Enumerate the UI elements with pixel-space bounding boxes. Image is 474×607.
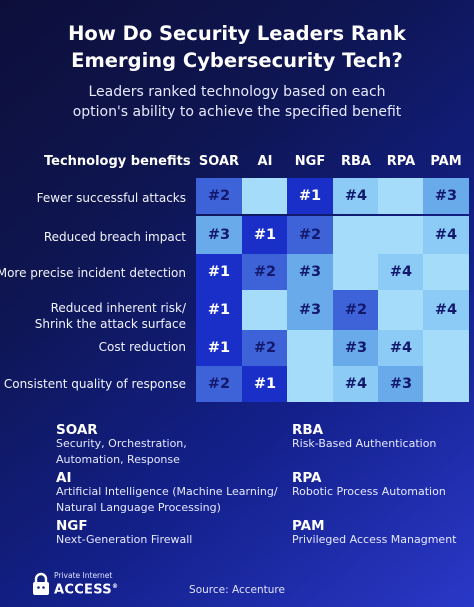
rank-cell-rba: #3 <box>333 330 379 366</box>
row-label: Fewer successful attacks <box>37 190 186 206</box>
rank-cell-ai: #1 <box>242 366 288 402</box>
source-note: Source: Accenture <box>189 584 285 596</box>
column-header-rpa: RPA <box>386 154 416 169</box>
row-label-line: More precise incident detection <box>0 266 186 280</box>
logo-small-text: Private Internet <box>54 571 113 580</box>
row-label-line: Consistent quality of response <box>3 377 186 391</box>
rank-cell-ngf: #3 <box>287 254 333 290</box>
legend-abbr-rpa: RPA <box>292 470 322 486</box>
legend-definition-pam: Privileged Access Managment <box>292 532 456 548</box>
legend-definition-line: Robotic Process Automation <box>292 485 446 498</box>
legend-abbr-soar: SOAR <box>56 422 98 438</box>
rank-cell-rpa: #4 <box>378 330 424 366</box>
row-label: Consistent quality of response <box>4 376 186 392</box>
rank-cell-pam <box>423 330 469 366</box>
rank-cell-pam: #4 <box>423 216 469 254</box>
rank-cell-ai: #2 <box>242 254 288 290</box>
rank-cell-ngf <box>287 366 333 402</box>
rank-cell-ngf <box>287 330 333 366</box>
rank-cell-rba <box>333 254 379 290</box>
legend-definition-line: Risk-Based Authentication <box>292 437 437 450</box>
rank-cell-rba <box>333 216 379 254</box>
column-header-soar: SOAR <box>198 154 240 169</box>
legend-definition-line: Privileged Access Managment <box>292 533 457 546</box>
legend-definition-line: Security, Orchestration, <box>56 437 187 450</box>
rank-cell-soar: #2 <box>196 178 242 214</box>
title-line-2: Emerging Cybersecurity Tech? <box>71 49 403 72</box>
row-label: Reduced breach impact <box>44 229 186 245</box>
legend-definition-line: Natural Language Processing) <box>56 501 221 514</box>
rank-cell-soar: #3 <box>196 216 242 254</box>
subtitle-line-1: Leaders ranked technology based on each <box>88 84 386 100</box>
rank-cell-rpa <box>378 290 424 330</box>
rank-cell-rba: #2 <box>333 290 379 330</box>
rank-cell-rpa <box>378 178 424 214</box>
column-header-pam: PAM <box>430 154 462 169</box>
rank-cell-rpa <box>378 216 424 254</box>
legend-abbr-pam: PAM <box>292 518 325 534</box>
rank-cell-soar: #1 <box>196 290 242 330</box>
rank-cell-ai: #2 <box>242 330 288 366</box>
row-label: More precise incident detection <box>0 265 186 281</box>
rank-cell-rpa: #4 <box>378 254 424 290</box>
legend-definition-rba: Risk-Based Authentication <box>292 436 436 452</box>
row-header-label: Technology benefits <box>44 154 191 169</box>
lock-icon <box>33 573 49 596</box>
row-label: Reduced inherent risk/Shrink the attack … <box>35 300 186 332</box>
rank-cell-rpa: #3 <box>378 366 424 402</box>
legend-definition-soar: Security, Orchestration, Automation, Resp… <box>56 436 187 468</box>
row-label-line: Cost reduction <box>98 340 186 354</box>
rank-cell-soar: #1 <box>196 254 242 290</box>
rank-cell-ngf: #1 <box>287 178 333 214</box>
rank-cell-ai <box>242 290 288 330</box>
rank-cell-ai <box>242 178 288 214</box>
legend-definition-ngf: Next-Generation Firewall <box>56 532 192 548</box>
row-label-line: Reduced inherent risk/ <box>50 301 186 315</box>
rank-cell-pam: #3 <box>423 178 469 214</box>
column-header-rba: RBA <box>341 154 371 169</box>
title-line-1: How Do Security Leaders Rank <box>68 22 406 45</box>
row-label-line: Reduced breach impact <box>43 230 186 244</box>
column-header-ai: AI <box>257 154 273 169</box>
rank-cell-pam <box>423 366 469 402</box>
rank-cell-pam <box>423 254 469 290</box>
row-label: Cost reduction <box>99 339 186 355</box>
subtitle-line-2: option's ability to achieve the specifie… <box>72 104 402 120</box>
legend-definition-line: Next-Generation Firewall <box>56 533 193 546</box>
rank-cell-ngf: #2 <box>287 216 333 254</box>
brand-logo: Private Internet ACCESS® <box>32 571 118 597</box>
rank-cell-soar: #1 <box>196 330 242 366</box>
legend-definition-line: Automation, Response <box>56 453 180 466</box>
legend-abbr-ngf: NGF <box>56 518 88 534</box>
rank-cell-rba: #4 <box>333 178 379 214</box>
row-label-line: Shrink the attack surface <box>34 317 186 331</box>
rank-cell-rba: #4 <box>333 366 379 402</box>
logo-big-text: ACCESS <box>54 582 112 598</box>
subtitle-block: Leaders ranked technology based on each … <box>0 82 474 122</box>
legend-definition-line: Artificial Intelligence (Machine Learnin… <box>56 485 278 498</box>
rank-cell-pam: #4 <box>423 290 469 330</box>
registered-mark: ® <box>111 583 119 590</box>
rank-cell-soar: #2 <box>196 366 242 402</box>
rank-cell-ai: #1 <box>242 216 288 254</box>
rank-cell-ngf: #3 <box>287 290 333 330</box>
row-label-line: Fewer successful attacks <box>36 191 186 205</box>
legend-definition-rpa: Robotic Process Automation <box>292 484 446 500</box>
title-block: How Do Security Leaders Rank Emerging Cy… <box>0 20 474 74</box>
legend-definition-ai: Artificial Intelligence (Machine Learnin… <box>56 484 278 516</box>
legend-abbr-rba: RBA <box>292 422 324 438</box>
column-header-ngf: NGF <box>294 154 326 169</box>
legend-abbr-ai: AI <box>56 470 72 486</box>
